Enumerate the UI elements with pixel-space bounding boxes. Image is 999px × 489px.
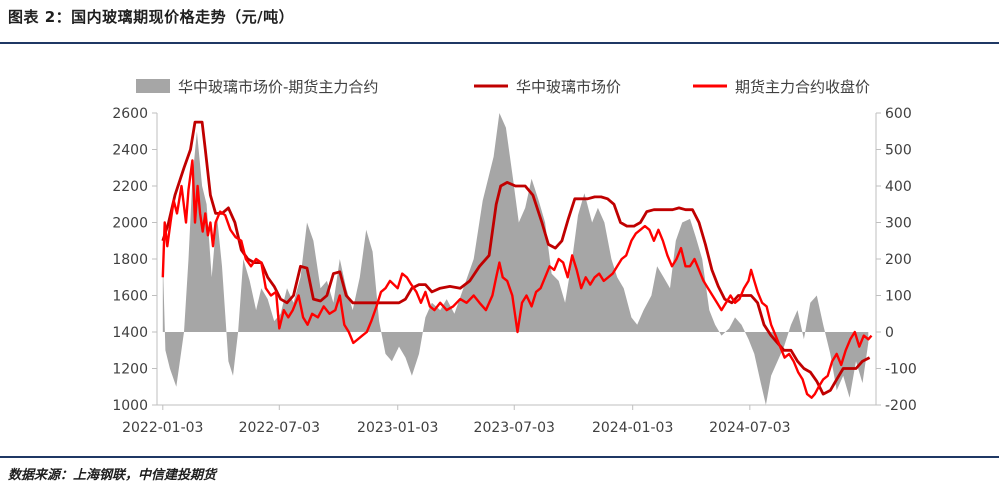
y-left-tick-label: 2600: [112, 106, 148, 122]
y-left-tick-label: 1200: [112, 362, 148, 378]
y-left-tick-label: 2400: [112, 143, 148, 159]
x-tick-label: 2022-01-03: [122, 420, 203, 436]
y-left-tick-label: 1800: [112, 252, 148, 268]
axes-layer: 100012001400160018002000220024002600-200…: [112, 106, 916, 436]
x-tick-label: 2023-07-03: [474, 420, 555, 436]
spread-area-layer: [162, 113, 869, 405]
y-left-tick-label: 1400: [112, 325, 148, 341]
y-right-tick-label: 600: [885, 106, 912, 122]
y-right-tick-label: 100: [885, 289, 912, 305]
y-right-tick-label: 300: [885, 216, 912, 232]
series-spot-line: [161, 120, 871, 396]
y-right-tick-label: 200: [885, 252, 912, 268]
y-right-tick-label: 0: [885, 325, 894, 341]
figure-title: 图表 2：国内玻璃期现价格走势（元/吨）: [8, 8, 295, 26]
legend: 华中玻璃市场价-期货主力合约 华中玻璃市场价 期货主力合约收盘价: [136, 78, 870, 96]
x-tick-label: 2024-01-03: [592, 420, 673, 436]
legend-label-spread: 华中玻璃市场价-期货主力合约: [178, 78, 378, 96]
series-futures-line: [161, 159, 873, 399]
x-tick-label: 2022-07-03: [239, 420, 320, 436]
legend-swatch-spread: [136, 79, 170, 93]
source-note: 数据来源：上海钢联，中信建投期货: [8, 468, 217, 483]
y-right-tick-label: -100: [885, 362, 917, 378]
series-spread-area: [162, 113, 869, 405]
legend-label-futures: 期货主力合约收盘价: [735, 78, 870, 96]
legend-label-spot: 华中玻璃市场价: [516, 78, 621, 96]
price-lines-layer: [161, 120, 873, 399]
top-rule: [0, 42, 999, 44]
y-left-tick-label: 1000: [112, 398, 148, 414]
x-tick-label: 2023-01-03: [357, 420, 438, 436]
y-left-tick-label: 2000: [112, 216, 148, 232]
bottom-rule: [0, 456, 999, 458]
y-right-tick-label: 400: [885, 179, 912, 195]
y-left-tick-label: 1600: [112, 289, 148, 305]
y-right-tick-label: -200: [885, 398, 917, 414]
y-right-tick-label: 500: [885, 143, 912, 159]
x-tick-label: 2024-07-03: [709, 420, 790, 436]
y-left-tick-label: 2200: [112, 179, 148, 195]
